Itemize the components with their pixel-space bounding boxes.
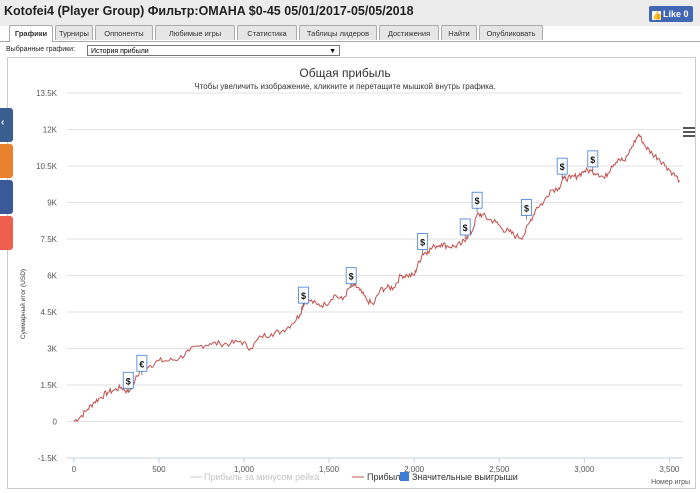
big-win-flag[interactable]: $ bbox=[521, 199, 532, 220]
y-tick-label: -1.5K bbox=[38, 454, 58, 463]
flag-box bbox=[521, 199, 532, 216]
share-tab-facebook[interactable] bbox=[0, 180, 13, 214]
tab-charts[interactable]: Графики bbox=[9, 25, 53, 42]
graph-selector-dropdown[interactable]: История прибыли ▼ bbox=[87, 45, 340, 56]
big-win-flag[interactable]: $ bbox=[298, 286, 309, 308]
window-title: Kotofei4 (Player Group) Фильтр:OMAHA $0-… bbox=[4, 4, 414, 18]
flag-symbol: $ bbox=[463, 223, 468, 233]
y-tick-label: 10.5K bbox=[36, 162, 58, 171]
legend-label: Прибыль за минусом рейка bbox=[204, 472, 319, 482]
facebook-like-button[interactable]: 👍Like 0 bbox=[649, 6, 693, 22]
legend-box-symbol bbox=[400, 472, 409, 481]
chart-title: Общая прибыль bbox=[299, 66, 390, 80]
chart-svg[interactable]: -1.5K 0 1.5K 3K 4.5K 6K 7.5K 9K 10.5K 12K 13.5K 0 5… bbox=[8, 58, 695, 488]
x-tick-label: 1,000 bbox=[234, 465, 255, 474]
x-tick-label: 3,500 bbox=[659, 465, 680, 474]
x-tick-label: 3,000 bbox=[574, 465, 595, 474]
flag-symbol: $ bbox=[475, 196, 480, 206]
x-tick-label: 1,500 bbox=[319, 465, 340, 474]
y-tick-label: 6K bbox=[47, 272, 57, 281]
legend-item-profit-minus-rake[interactable]: Прибыль за минусом рейка bbox=[190, 472, 319, 482]
flag-box bbox=[136, 354, 148, 372]
big-win-flag[interactable]: $ bbox=[417, 233, 429, 254]
y-tick-label: 9K bbox=[47, 199, 57, 208]
x-tick-label: 2,000 bbox=[404, 465, 425, 474]
legend-label: Прибыль bbox=[367, 472, 405, 482]
flag-symbol: $ bbox=[590, 155, 595, 165]
big-win-flag[interactable]: $ bbox=[556, 157, 568, 179]
flag-symbol: $ bbox=[126, 376, 131, 386]
tab-favorite-games[interactable]: Любимые игры bbox=[155, 25, 235, 40]
flag-box bbox=[556, 157, 568, 175]
chart-subtitle: Чтобы увеличить изображение, кликните и … bbox=[194, 82, 495, 91]
y-axis-label: Суммарный итог (USD) bbox=[19, 269, 27, 339]
y-tick-label: 7.5K bbox=[41, 235, 58, 244]
flag-symbol: $ bbox=[301, 291, 306, 301]
tab-bar: Графики Турниры Оппоненты Любимые игры С… bbox=[0, 25, 700, 42]
flag-box bbox=[298, 286, 309, 304]
chart-menu-icon[interactable] bbox=[683, 127, 695, 137]
x-tick-label: 2,500 bbox=[489, 465, 510, 474]
flag-symbol: $ bbox=[420, 238, 425, 248]
tab-tournaments[interactable]: Турниры bbox=[55, 25, 93, 40]
big-win-flag[interactable]: $ bbox=[471, 191, 483, 213]
big-win-flag[interactable]: $ bbox=[459, 218, 471, 239]
flag-box bbox=[417, 233, 429, 251]
legend-item-big-wins[interactable]: Значительные выигрыши bbox=[400, 472, 518, 482]
y-tick-label: 0 bbox=[53, 418, 58, 427]
big-win-flag[interactable]: $ bbox=[122, 371, 134, 393]
like-label: Like 0 bbox=[663, 9, 689, 19]
tab-achievements[interactable]: Достижения bbox=[379, 25, 439, 40]
share-tab-orange[interactable] bbox=[0, 144, 13, 178]
tab-opponents[interactable]: Оппоненты bbox=[95, 25, 153, 40]
legend-item-profit[interactable]: Прибыль bbox=[352, 472, 405, 482]
flag-box bbox=[459, 218, 471, 236]
tab-leaderboards[interactable]: Таблицы лидеров bbox=[299, 25, 377, 40]
share-tab-collapse[interactable]: ‹ bbox=[0, 108, 13, 142]
big-win-flag[interactable]: $ bbox=[345, 267, 357, 288]
graph-selector-label: Выбранные графики: bbox=[6, 46, 76, 53]
thumbs-up-icon: 👍 bbox=[652, 11, 662, 20]
y-tick-label: 1.5K bbox=[41, 381, 58, 390]
legend-label: Значительные выигрыши bbox=[412, 472, 518, 482]
flag-box bbox=[122, 371, 134, 389]
x-axis-label: Номер игры bbox=[651, 479, 690, 486]
flag-box bbox=[345, 267, 357, 285]
y-tick-label: 4.5K bbox=[41, 308, 58, 317]
flag-box bbox=[471, 191, 483, 209]
flag-symbol: $ bbox=[560, 162, 565, 172]
y-tick-label: 12K bbox=[43, 126, 58, 135]
flag-symbol: $ bbox=[349, 272, 354, 282]
profit-series-line bbox=[73, 133, 680, 423]
dropdown-arrow-icon: ▼ bbox=[329, 48, 336, 55]
tab-search[interactable]: Найти bbox=[441, 25, 477, 40]
graph-selector-value: История прибыли bbox=[91, 48, 149, 55]
close-icon: ‹ bbox=[1, 117, 5, 128]
title-bar: Kotofei4 (Player Group) Фильтр:OMAHA $0-… bbox=[0, 0, 700, 26]
y-tick-label: 3K bbox=[47, 345, 57, 354]
x-tick-label: 0 bbox=[72, 465, 77, 474]
big-win-flag[interactable]: $ bbox=[587, 150, 599, 171]
x-tick-label: 500 bbox=[152, 465, 166, 474]
tab-publish[interactable]: Опубликовать bbox=[479, 25, 543, 40]
flag-symbol: $ bbox=[524, 204, 529, 214]
big-win-flag[interactable]: € bbox=[136, 354, 148, 376]
chart-container[interactable]: -1.5K 0 1.5K 3K 4.5K 6K 7.5K 9K 10.5K 12K 13.5K 0 5… bbox=[7, 57, 696, 489]
share-tab-red[interactable] bbox=[0, 216, 13, 250]
tab-statistics[interactable]: Статистика bbox=[237, 25, 297, 40]
y-tick-label: 13.5K bbox=[36, 89, 58, 98]
flag-symbol: € bbox=[139, 359, 144, 369]
flag-box bbox=[587, 150, 599, 168]
